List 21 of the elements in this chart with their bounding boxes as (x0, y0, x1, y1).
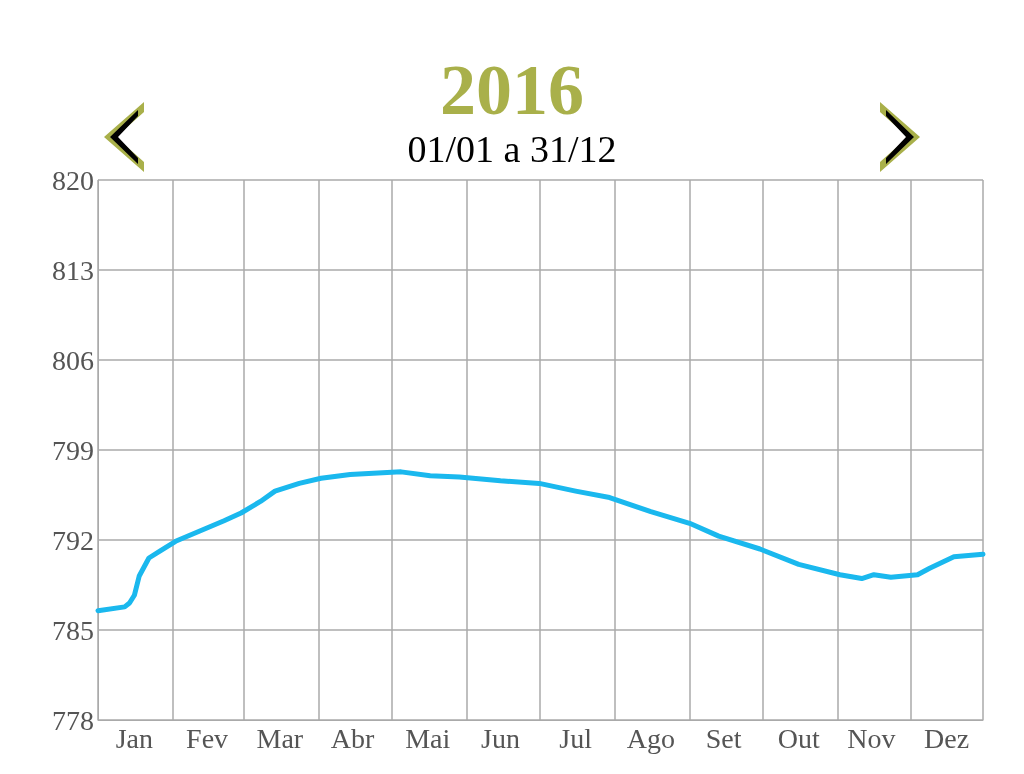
x-tick-label: Ago (626, 722, 675, 754)
x-tick-label: Mai (405, 722, 451, 754)
y-tick-label: 820 (52, 164, 94, 196)
x-tick-label: Mar (256, 722, 304, 754)
y-tick-label: 778 (52, 704, 94, 736)
x-tick-label: Dez (924, 722, 970, 754)
x-tick-label: Fev (186, 722, 229, 754)
y-tick-label: 799 (52, 434, 94, 466)
x-tick-label: Set (705, 722, 742, 754)
y-tick-label: 785 (52, 614, 94, 646)
y-tick-label: 813 (52, 254, 94, 286)
chart-subtitle: 01/01 a 31/12 (407, 128, 617, 170)
x-tick-label: Jul (559, 722, 593, 754)
x-tick-label: Jun (481, 722, 520, 754)
y-tick-label: 792 (52, 524, 94, 556)
x-tick-label: Jan (115, 722, 154, 754)
x-tick-label: Nov (847, 722, 896, 754)
chart-title: 2016 (439, 50, 585, 130)
x-tick-label: Abr (330, 722, 376, 754)
x-tick-label: Out (777, 722, 820, 754)
y-tick-label: 806 (52, 344, 94, 376)
